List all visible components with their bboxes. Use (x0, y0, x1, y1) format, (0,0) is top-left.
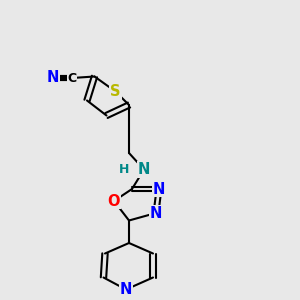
Text: N: N (138, 162, 150, 177)
Text: N: N (153, 182, 165, 196)
Text: N: N (150, 206, 162, 220)
Text: H: H (119, 163, 130, 176)
Text: O: O (108, 194, 120, 208)
Text: S: S (110, 84, 121, 99)
Text: N: N (120, 282, 132, 297)
Text: C: C (68, 71, 76, 85)
Text: N: N (46, 70, 59, 86)
